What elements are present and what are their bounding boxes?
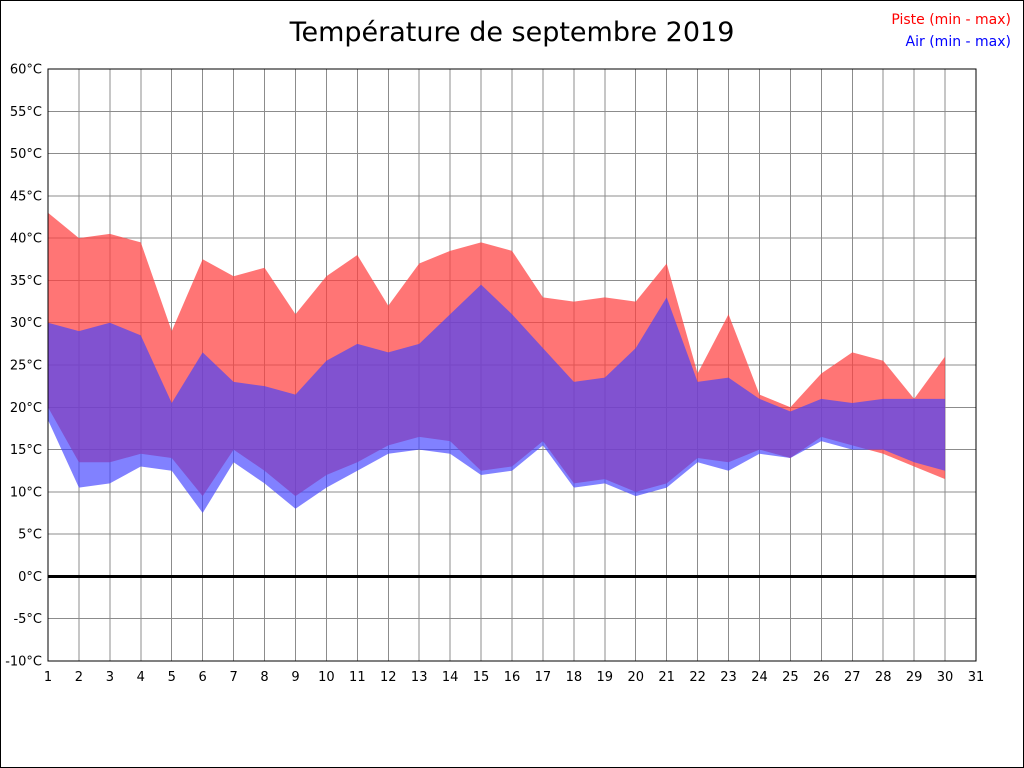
svg-text:29: 29 [906,670,923,685]
svg-text:14: 14 [442,670,459,685]
svg-text:31: 31 [968,670,985,685]
svg-text:21: 21 [658,670,675,685]
svg-text:28: 28 [875,670,892,685]
svg-text:2: 2 [75,670,83,685]
svg-text:9: 9 [291,670,299,685]
svg-text:30°C: 30°C [10,316,42,331]
svg-text:25°C: 25°C [10,359,42,374]
svg-text:17: 17 [535,670,552,685]
svg-text:-10°C: -10°C [5,655,42,670]
svg-text:55°C: 55°C [10,105,42,120]
svg-text:10°C: 10°C [10,485,42,500]
svg-text:27: 27 [844,670,861,685]
legend: Piste (min - max) Air (min - max) [891,9,1011,53]
legend-item-air: Air (min - max) [905,34,1011,50]
legend-item-piste: Piste (min - max) [891,12,1011,28]
svg-text:16: 16 [504,670,521,685]
svg-text:15°C: 15°C [10,443,42,458]
chart-title: Température de septembre 2019 [289,17,735,48]
svg-text:12: 12 [380,670,397,685]
svg-text:40°C: 40°C [10,232,42,247]
svg-text:60°C: 60°C [10,63,42,78]
svg-text:3: 3 [106,670,114,685]
svg-text:22: 22 [689,670,706,685]
svg-text:26: 26 [813,670,830,685]
svg-text:30: 30 [937,670,954,685]
svg-text:8: 8 [260,670,268,685]
svg-text:35°C: 35°C [10,274,42,289]
svg-text:19: 19 [597,670,614,685]
svg-text:24: 24 [751,670,768,685]
svg-text:6: 6 [199,670,207,685]
svg-text:13: 13 [411,670,428,685]
svg-text:4: 4 [137,670,145,685]
svg-text:7: 7 [229,670,237,685]
svg-text:1: 1 [44,670,52,685]
svg-text:18: 18 [566,670,583,685]
svg-text:45°C: 45°C [10,189,42,204]
svg-text:5: 5 [168,670,176,685]
svg-text:5°C: 5°C [18,528,42,543]
svg-text:20: 20 [627,670,644,685]
svg-text:50°C: 50°C [10,147,42,162]
svg-text:20°C: 20°C [10,401,42,416]
svg-text:15: 15 [473,670,490,685]
svg-text:0°C: 0°C [18,570,42,585]
svg-text:23: 23 [720,670,737,685]
svg-text:25: 25 [782,670,799,685]
svg-text:-5°C: -5°C [13,612,42,627]
svg-text:11: 11 [349,670,366,685]
svg-text:10: 10 [318,670,335,685]
